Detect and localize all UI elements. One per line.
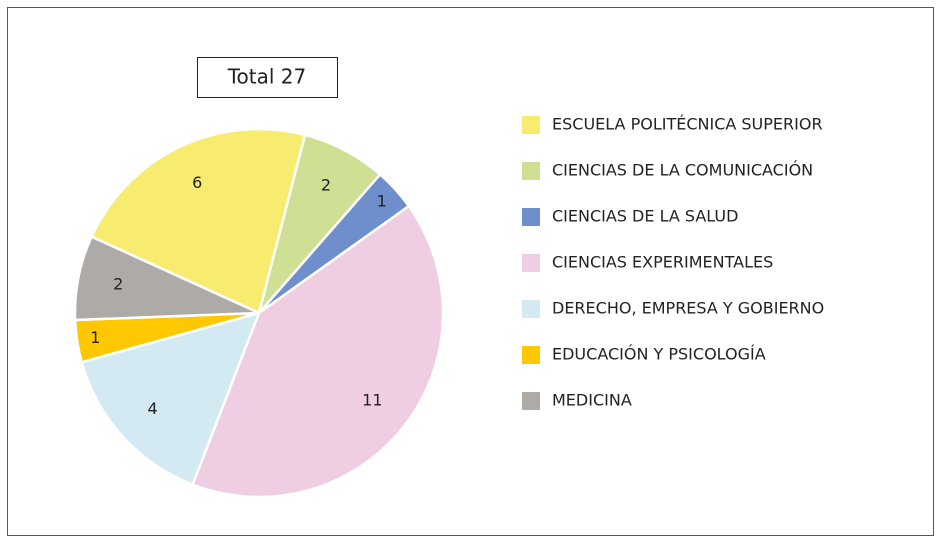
pie-slice — [73, 235, 260, 322]
data-label: 11 — [362, 391, 382, 410]
total-box — [197, 57, 338, 98]
legend-swatch — [522, 116, 540, 134]
legend-label: MEDICINA — [552, 391, 632, 410]
data-label: 2 — [113, 275, 123, 294]
data-label: 4 — [148, 399, 158, 418]
legend-swatch — [522, 208, 540, 226]
legend-label: EDUCACIÓN Y PSICOLOGÍA — [552, 345, 766, 364]
legend-label: DERECHO, EMPRESA Y GOBIERNO — [552, 299, 824, 318]
legend-swatch — [522, 346, 540, 364]
legend-swatch — [522, 392, 540, 410]
data-label: 2 — [321, 176, 331, 195]
legend-swatch — [522, 254, 540, 272]
data-label: 1 — [377, 191, 387, 210]
legend-swatch — [522, 300, 540, 318]
legend-label: CIENCIAS DE LA COMUNICACIÓN — [552, 161, 813, 180]
legend-swatch — [522, 162, 540, 180]
pie-slice — [89, 127, 307, 315]
pie-slice — [80, 311, 262, 487]
legend-label: ESCUELA POLITÉCNICA SUPERIOR — [552, 115, 823, 134]
pie-slice — [190, 204, 445, 499]
legend-label: CIENCIAS EXPERIMENTALES — [552, 253, 773, 272]
data-label: 1 — [90, 328, 100, 347]
legend-label: CIENCIAS DE LA SALUD — [552, 207, 738, 226]
total-label: Total 27 — [227, 65, 307, 89]
data-label: 6 — [192, 173, 202, 192]
